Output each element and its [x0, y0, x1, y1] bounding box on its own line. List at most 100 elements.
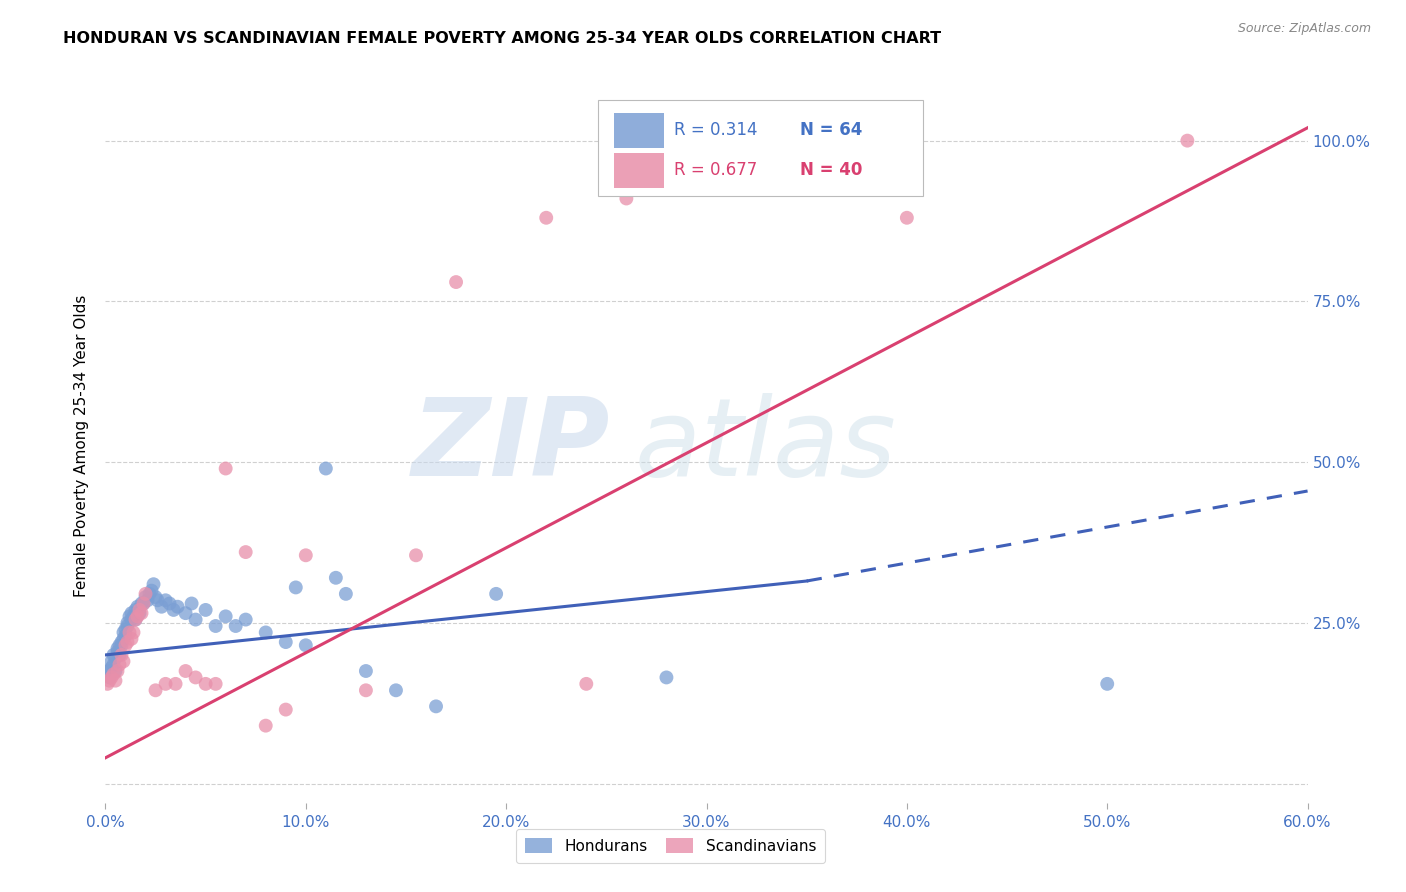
Point	[128, 603, 150, 617]
Point	[136, 593, 159, 607]
FancyBboxPatch shape	[614, 112, 665, 148]
Point	[575, 677, 598, 691]
Point	[616, 192, 638, 206]
Point	[174, 664, 197, 678]
Point	[122, 625, 145, 640]
Point	[225, 619, 247, 633]
Point	[132, 597, 155, 611]
Point	[117, 615, 139, 630]
Point	[121, 606, 143, 620]
Point	[124, 613, 146, 627]
Point	[425, 699, 447, 714]
Y-axis label: Female Poverty Among 25-34 Year Olds: Female Poverty Among 25-34 Year Olds	[75, 295, 90, 597]
Point	[107, 645, 129, 659]
Point	[335, 587, 357, 601]
Point	[114, 638, 136, 652]
Point	[142, 577, 165, 591]
Point	[103, 667, 125, 681]
Point	[98, 670, 121, 684]
Point	[284, 581, 307, 595]
Point	[131, 597, 153, 611]
Text: ZIP: ZIP	[412, 393, 610, 499]
Point	[103, 657, 125, 672]
Point	[485, 587, 508, 601]
Point	[150, 599, 173, 614]
Point	[124, 613, 146, 627]
Point	[135, 590, 157, 604]
Point	[112, 632, 135, 646]
Point	[124, 603, 146, 617]
Point	[117, 635, 139, 649]
Point	[127, 599, 149, 614]
Point	[204, 619, 226, 633]
Point	[1177, 134, 1199, 148]
Point	[655, 670, 678, 684]
Point	[295, 638, 318, 652]
Point	[128, 606, 150, 620]
Point	[155, 677, 177, 691]
Point	[354, 664, 377, 678]
Point	[146, 593, 169, 607]
Point	[110, 638, 132, 652]
Point	[896, 211, 918, 225]
Point	[174, 606, 197, 620]
Point	[96, 664, 118, 678]
Text: N = 40: N = 40	[800, 161, 863, 179]
Point	[444, 275, 467, 289]
Point	[108, 648, 131, 662]
Point	[155, 593, 177, 607]
Point	[254, 625, 277, 640]
Text: Source: ZipAtlas.com: Source: ZipAtlas.com	[1237, 22, 1371, 36]
Point	[135, 587, 157, 601]
Point	[235, 613, 257, 627]
Point	[103, 648, 125, 662]
Point	[165, 677, 187, 691]
Text: N = 64: N = 64	[800, 121, 863, 139]
Text: HONDURAN VS SCANDINAVIAN FEMALE POVERTY AMONG 25-34 YEAR OLDS CORRELATION CHART: HONDURAN VS SCANDINAVIAN FEMALE POVERTY …	[63, 31, 942, 46]
Point	[159, 597, 181, 611]
Point	[194, 677, 217, 691]
Point	[235, 545, 257, 559]
Point	[214, 461, 236, 475]
Point	[274, 702, 297, 716]
Point	[132, 597, 155, 611]
Legend: Hondurans, Scandinavians: Hondurans, Scandinavians	[516, 829, 825, 863]
Point	[405, 549, 427, 563]
Point	[100, 661, 122, 675]
Point	[112, 625, 135, 640]
Point	[114, 622, 136, 636]
Point	[110, 635, 132, 649]
Point	[315, 461, 337, 475]
Point	[98, 673, 121, 688]
Point	[107, 664, 129, 678]
Text: R = 0.314: R = 0.314	[673, 121, 758, 139]
Point	[354, 683, 377, 698]
Point	[121, 613, 143, 627]
Point	[100, 654, 122, 668]
Point	[184, 670, 207, 684]
Point	[100, 670, 122, 684]
Point	[108, 657, 131, 672]
Point	[121, 632, 143, 646]
Point	[385, 683, 408, 698]
Text: atlas: atlas	[634, 393, 896, 499]
Point	[104, 673, 127, 688]
FancyBboxPatch shape	[599, 100, 922, 196]
Point	[274, 635, 297, 649]
Point	[204, 677, 226, 691]
Point	[162, 603, 184, 617]
Point	[141, 583, 163, 598]
Point	[104, 664, 127, 678]
Point	[325, 571, 347, 585]
Point	[117, 619, 139, 633]
Point	[108, 638, 131, 652]
Point	[127, 609, 149, 624]
Point	[112, 654, 135, 668]
Point	[104, 651, 127, 665]
Point	[1097, 677, 1119, 691]
Point	[96, 677, 118, 691]
Point	[131, 606, 153, 620]
Point	[145, 683, 167, 698]
Point	[118, 625, 141, 640]
Point	[118, 609, 141, 624]
